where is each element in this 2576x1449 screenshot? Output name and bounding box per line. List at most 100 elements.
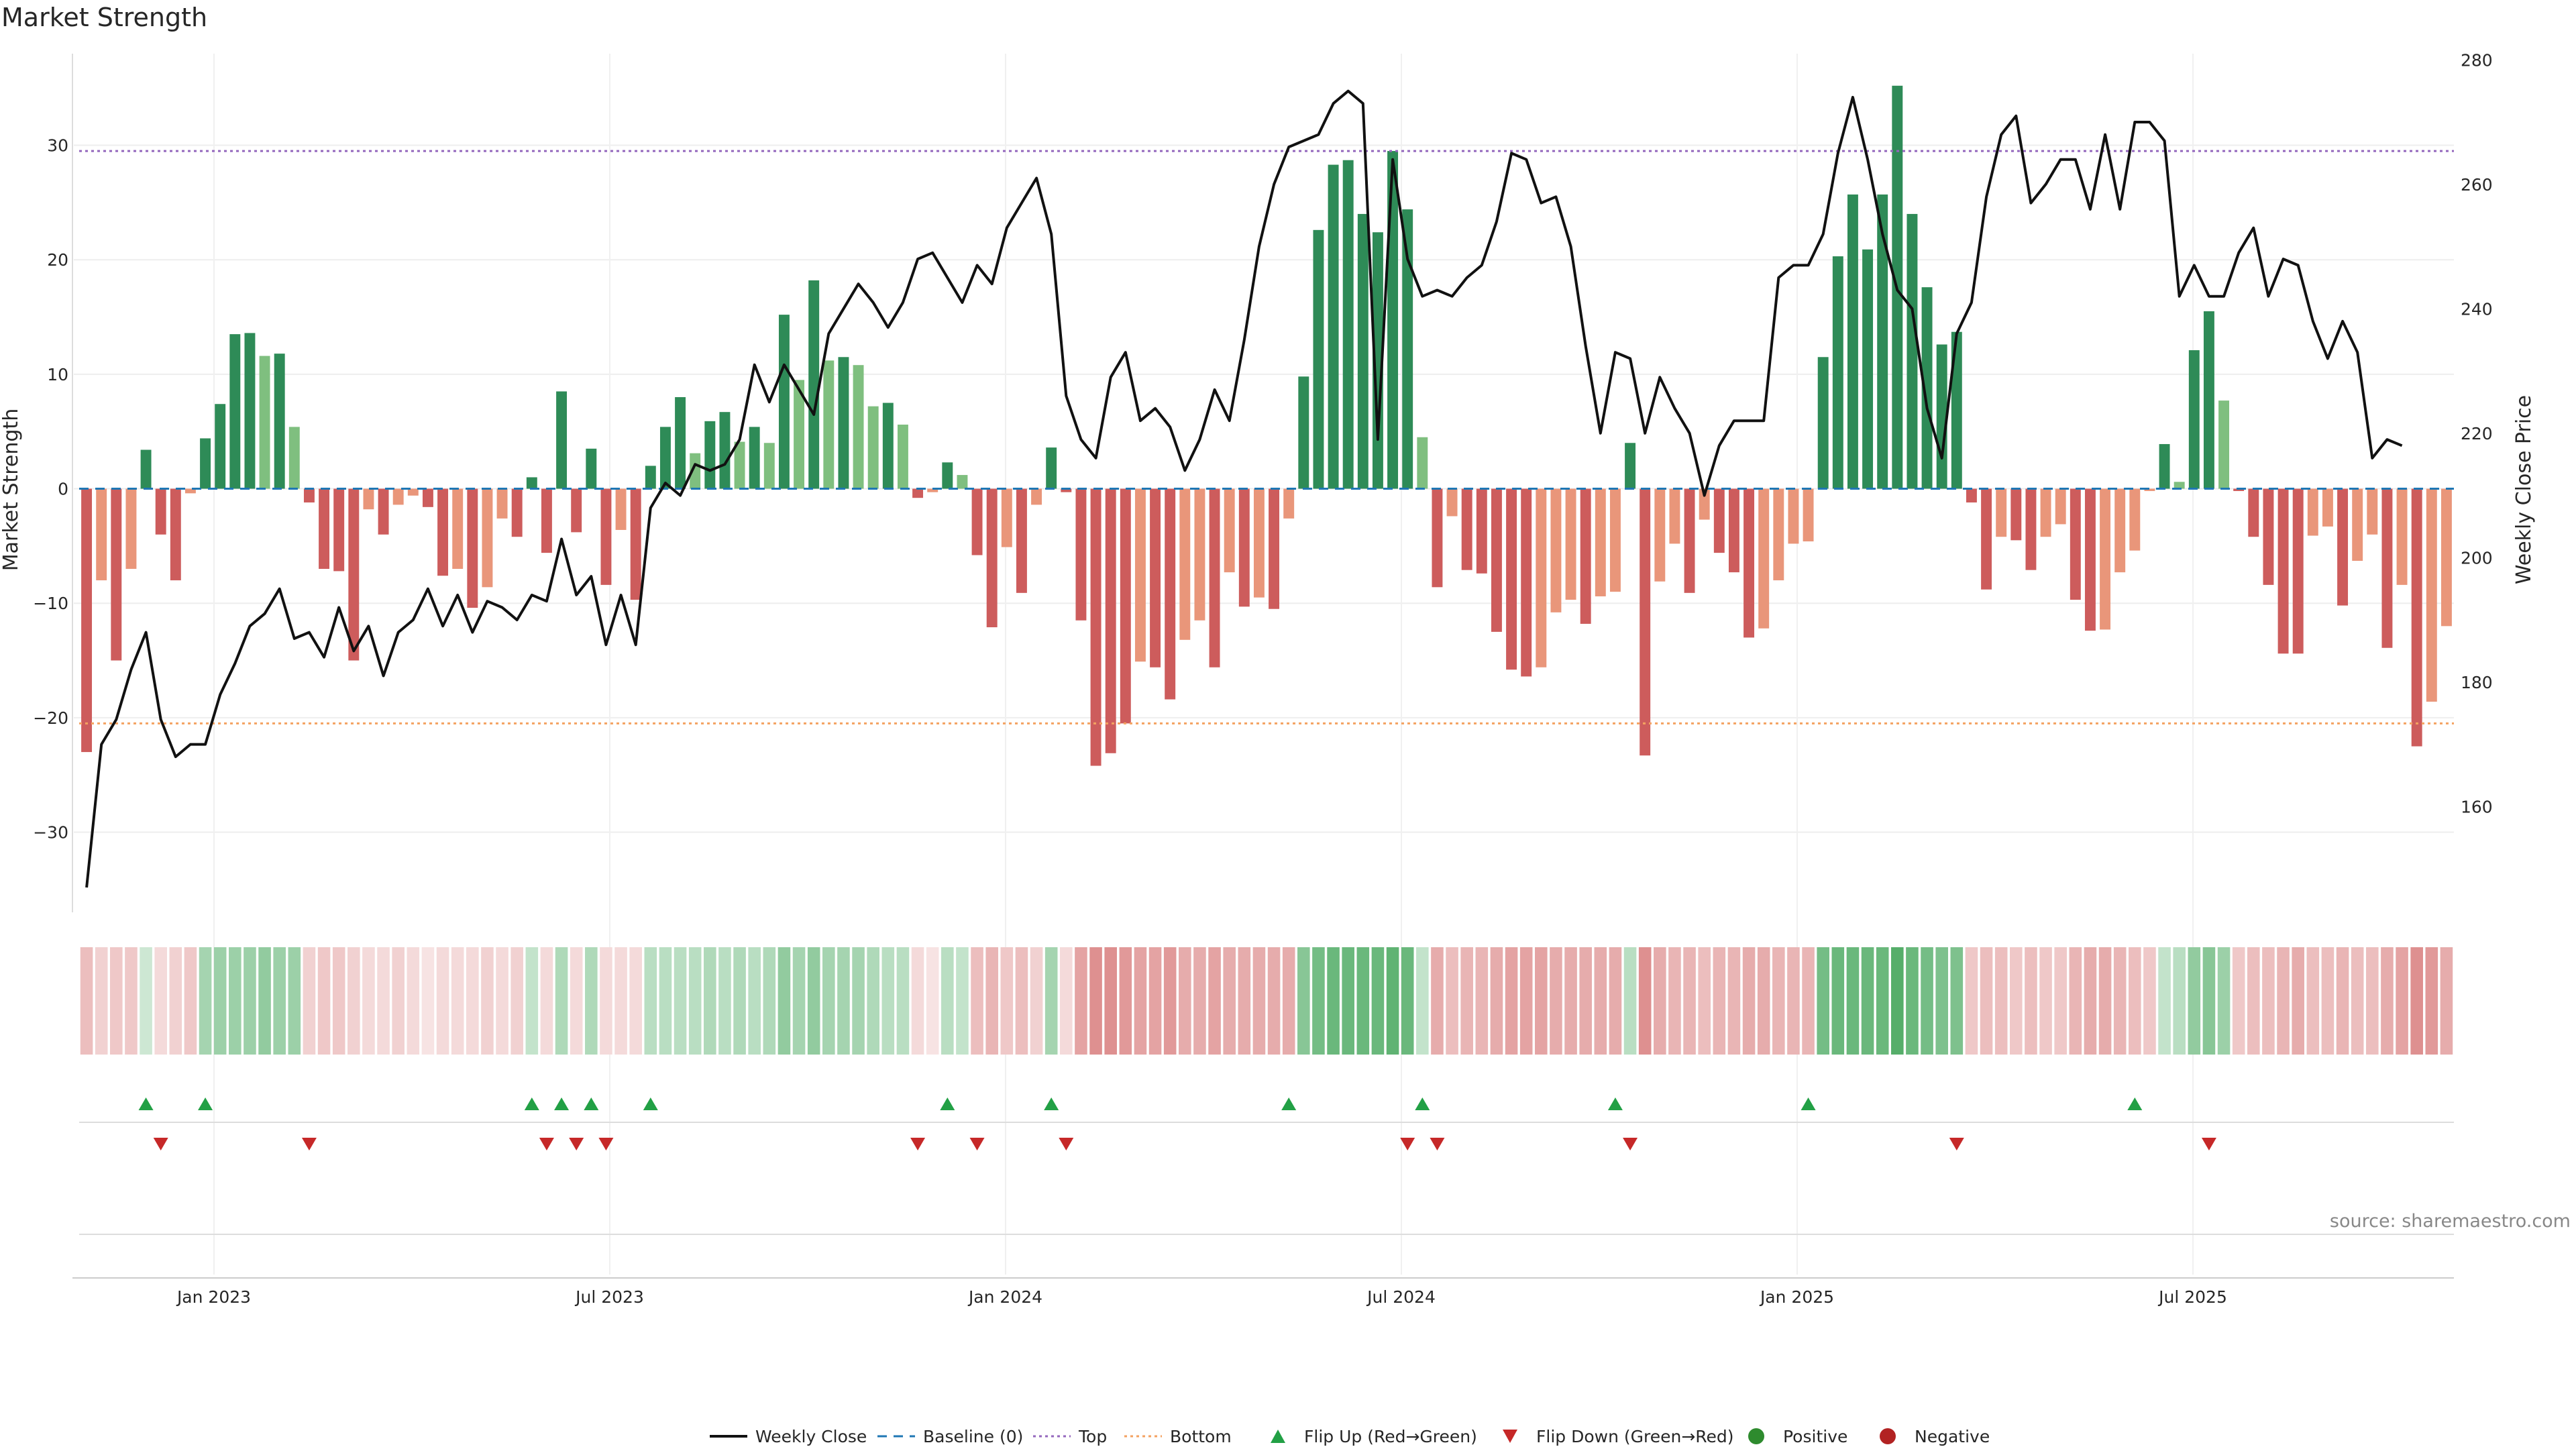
- legend-swatch-flip-down: [1503, 1430, 1517, 1443]
- strength-bar-48: [794, 380, 805, 489]
- flip-up-marker-11: [1801, 1097, 1816, 1110]
- legend-item-3: Bottom: [1124, 1427, 1232, 1446]
- heat-cell-8: [199, 947, 212, 1055]
- flip-up-marker-7: [1044, 1097, 1059, 1110]
- heat-cell-131: [2025, 947, 2037, 1055]
- strength-bar-72: [1150, 488, 1161, 667]
- legend-label-3: Bottom: [1170, 1427, 1232, 1446]
- heat-cell-2: [110, 947, 123, 1055]
- heat-cell-24: [436, 947, 449, 1055]
- heat-cell-116: [1802, 947, 1815, 1055]
- strength-bar-109: [1699, 488, 1710, 520]
- heat-cell-122: [1891, 947, 1904, 1055]
- strength-bar-6: [170, 488, 181, 581]
- strength-bar-92: [1446, 488, 1458, 517]
- strength-bar-71: [1134, 488, 1146, 662]
- strength-bar-7: [184, 488, 196, 494]
- heat-cell-74: [1179, 947, 1191, 1055]
- heat-cell-151: [2321, 947, 2334, 1055]
- heat-cell-61: [985, 947, 998, 1055]
- strength-bar-121: [1877, 194, 1888, 489]
- heat-cell-157: [2410, 947, 2423, 1055]
- strength-bar-114: [1773, 488, 1784, 581]
- strength-bar-118: [1832, 256, 1843, 489]
- strength-bar-85: [1342, 160, 1354, 489]
- flip-up-marker-9: [1415, 1097, 1430, 1110]
- strength-bar-28: [496, 488, 508, 519]
- flip-down-marker-9: [1430, 1138, 1445, 1150]
- heat-cell-136: [2098, 947, 2112, 1055]
- heat-cell-123: [1906, 947, 1919, 1055]
- heat-cell-124: [1921, 947, 1933, 1055]
- strength-bar-81: [1283, 488, 1295, 519]
- heat-cell-88: [1386, 947, 1399, 1055]
- heat-cell-145: [2232, 947, 2245, 1055]
- strength-bar-95: [1491, 488, 1502, 632]
- strength-bar-105: [1640, 488, 1651, 756]
- strength-bar-140: [2159, 443, 2170, 489]
- strength-bar-124: [1921, 287, 1933, 489]
- strength-bar-131: [2025, 488, 2037, 570]
- strength-bar-63: [1016, 488, 1027, 593]
- flip-up-marker-12: [2127, 1097, 2143, 1110]
- y-axis-left: −30 −20 −10 0 10 20 30 Market Strength: [0, 54, 73, 912]
- strength-bar-133: [2055, 488, 2066, 525]
- strength-bar-70: [1120, 488, 1131, 724]
- strength-bar-46: [763, 443, 775, 489]
- strength-bar-18: [348, 488, 360, 661]
- strength-bar-62: [1001, 488, 1012, 547]
- strength-bar-24: [437, 488, 449, 576]
- heat-cell-118: [1831, 947, 1845, 1055]
- strength-bar-49: [808, 280, 820, 489]
- heat-cell-17: [332, 947, 345, 1055]
- strength-bar-132: [2040, 488, 2051, 537]
- page-title: Market Strength: [1, 3, 208, 32]
- strength-bar-126: [1951, 331, 1962, 489]
- strength-bar-76: [1209, 488, 1220, 667]
- heat-cell-29: [511, 947, 523, 1055]
- heat-cell-71: [1134, 947, 1147, 1055]
- heat-cell-72: [1148, 947, 1162, 1055]
- heat-cell-101: [1579, 947, 1592, 1055]
- heat-cell-65: [1044, 947, 1058, 1055]
- strength-bar-44: [734, 441, 745, 489]
- heat-cell-58: [941, 947, 954, 1055]
- strength-bar-78: [1238, 488, 1250, 607]
- legend-label-0: Weekly Close: [755, 1427, 867, 1446]
- strength-bar-89: [1402, 209, 1413, 489]
- heat-cell-59: [956, 947, 969, 1055]
- strength-bar-40: [675, 397, 686, 489]
- flip-down-marker-12: [2201, 1138, 2216, 1150]
- flip-down-marker-10: [1623, 1138, 1638, 1150]
- heat-cell-133: [2054, 947, 2067, 1055]
- strength-bar-138: [2129, 488, 2141, 551]
- heat-cell-143: [2202, 947, 2216, 1055]
- heat-cell-51: [837, 947, 850, 1055]
- heat-cell-99: [1550, 947, 1562, 1055]
- y2-axis-title: Weekly Close Price: [2512, 395, 2536, 584]
- strength-bar-51: [838, 357, 849, 489]
- heat-cell-153: [2351, 947, 2364, 1055]
- heat-cell-14: [288, 947, 301, 1055]
- heat-cell-142: [2188, 947, 2201, 1055]
- heat-cell-149: [2292, 947, 2304, 1055]
- heat-cell-113: [1757, 947, 1770, 1055]
- heat-cell-144: [2217, 947, 2231, 1055]
- heat-cell-94: [1475, 947, 1489, 1055]
- strength-bar-123: [1907, 213, 1918, 489]
- strength-bar-156: [2396, 488, 2408, 585]
- strength-bar-75: [1194, 488, 1205, 621]
- strength-bar-98: [1536, 488, 1547, 667]
- strength-bar-16: [319, 488, 330, 569]
- legend-item-0: Weekly Close: [710, 1427, 867, 1446]
- x-tick-label-5: Jul 2025: [2157, 1287, 2227, 1307]
- strength-bar-135: [2084, 488, 2096, 631]
- y2-tick-label-3: 220: [2461, 424, 2493, 443]
- strength-bar-11: [244, 333, 256, 489]
- strength-bar-59: [957, 475, 968, 489]
- heat-cell-109: [1698, 947, 1711, 1055]
- heat-cell-129: [1994, 947, 2008, 1055]
- flip-down-marker-7: [1059, 1138, 1074, 1150]
- source-credit[interactable]: source: sharemaestro.com: [2329, 1211, 2571, 1232]
- heat-cell-96: [1505, 947, 1518, 1055]
